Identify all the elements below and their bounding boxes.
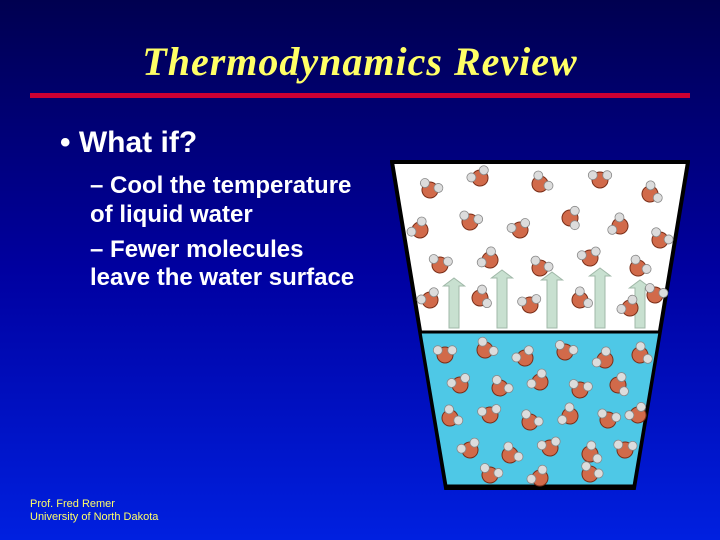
bullet-text: What if? — [79, 126, 197, 159]
bullet-marker: • — [60, 126, 71, 159]
molecule-diagram — [390, 160, 690, 500]
footer-credit: Prof. Fred Remer University of North Dak… — [30, 498, 158, 524]
sub-text: Cool the temperature of liquid water — [90, 172, 351, 228]
footer-line2: University of North Dakota — [30, 511, 158, 524]
footer-line1: Prof. Fred Remer — [30, 498, 158, 511]
sub-marker: – — [90, 236, 103, 263]
main-bullet: • What if? — [60, 126, 370, 160]
sub-marker: – — [90, 172, 103, 199]
sub-bullet-1: – Fewer molecules leave the water surfac… — [90, 236, 370, 294]
sub-text: Fewer molecules leave the water surface — [90, 236, 354, 292]
slide-title: Thermodynamics Review — [0, 0, 720, 85]
sub-bullet-0: – Cool the temperature of liquid water — [90, 172, 370, 230]
title-text: Thermodynamics Review — [142, 39, 577, 84]
text-column: • What if? – Cool the temperature of liq… — [60, 126, 370, 299]
